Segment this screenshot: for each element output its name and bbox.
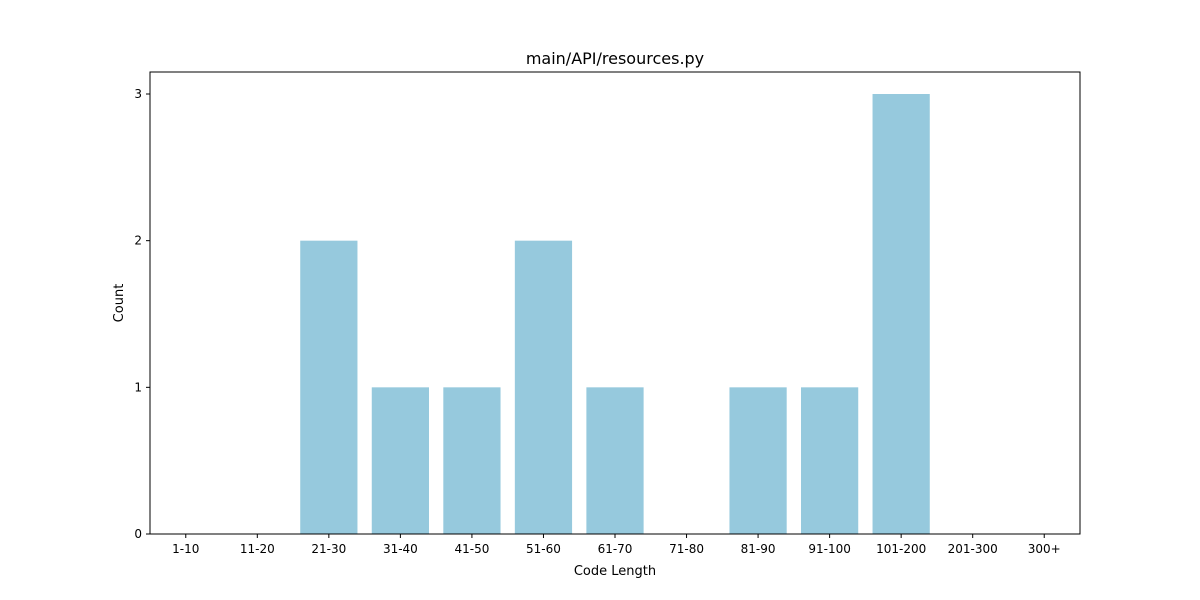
y-tick-label: 0	[134, 527, 142, 541]
bar-21-30	[300, 240, 358, 534]
x-tick-label: 101-200	[876, 542, 926, 556]
bar-81-90	[729, 387, 787, 534]
y-axis-ticks: 0 1 2 3	[134, 87, 150, 541]
x-tick-label: 81-90	[741, 542, 776, 556]
x-tick-label: 91-100	[808, 542, 851, 556]
y-tick-label: 3	[134, 87, 142, 101]
x-axis-ticks: 1-10 11-20 21-30 31-40 41-50 51-60 61-70 71-80 8…	[172, 534, 1061, 556]
bars-group	[300, 94, 930, 534]
bar-41-50	[443, 387, 501, 534]
x-tick-label: 11-20	[240, 542, 275, 556]
x-tick-label: 41-50	[454, 542, 489, 556]
x-tick-label: 21-30	[311, 542, 346, 556]
y-axis-label: Count	[112, 284, 127, 323]
plot-frame	[149, 71, 1081, 535]
bar-31-40	[371, 387, 429, 534]
chart-title: main/API/resources.py	[526, 49, 704, 68]
x-tick-label: 61-70	[598, 542, 633, 556]
bar-91-100	[801, 387, 859, 534]
bar-51-60	[514, 240, 573, 534]
bar-101-200	[872, 94, 930, 534]
y-tick-label: 1	[134, 380, 142, 394]
y-tick-label: 2	[134, 234, 142, 248]
bar-61-70	[586, 387, 644, 534]
x-tick-label: 31-40	[383, 542, 418, 556]
x-tick-label: 201-300	[948, 542, 998, 556]
x-tick-label: 1-10	[172, 542, 199, 556]
x-tick-label: 71-80	[669, 542, 704, 556]
x-tick-label: 300+	[1028, 542, 1061, 556]
x-tick-label: 51-60	[526, 542, 561, 556]
x-axis-label: Code Length	[574, 564, 656, 579]
